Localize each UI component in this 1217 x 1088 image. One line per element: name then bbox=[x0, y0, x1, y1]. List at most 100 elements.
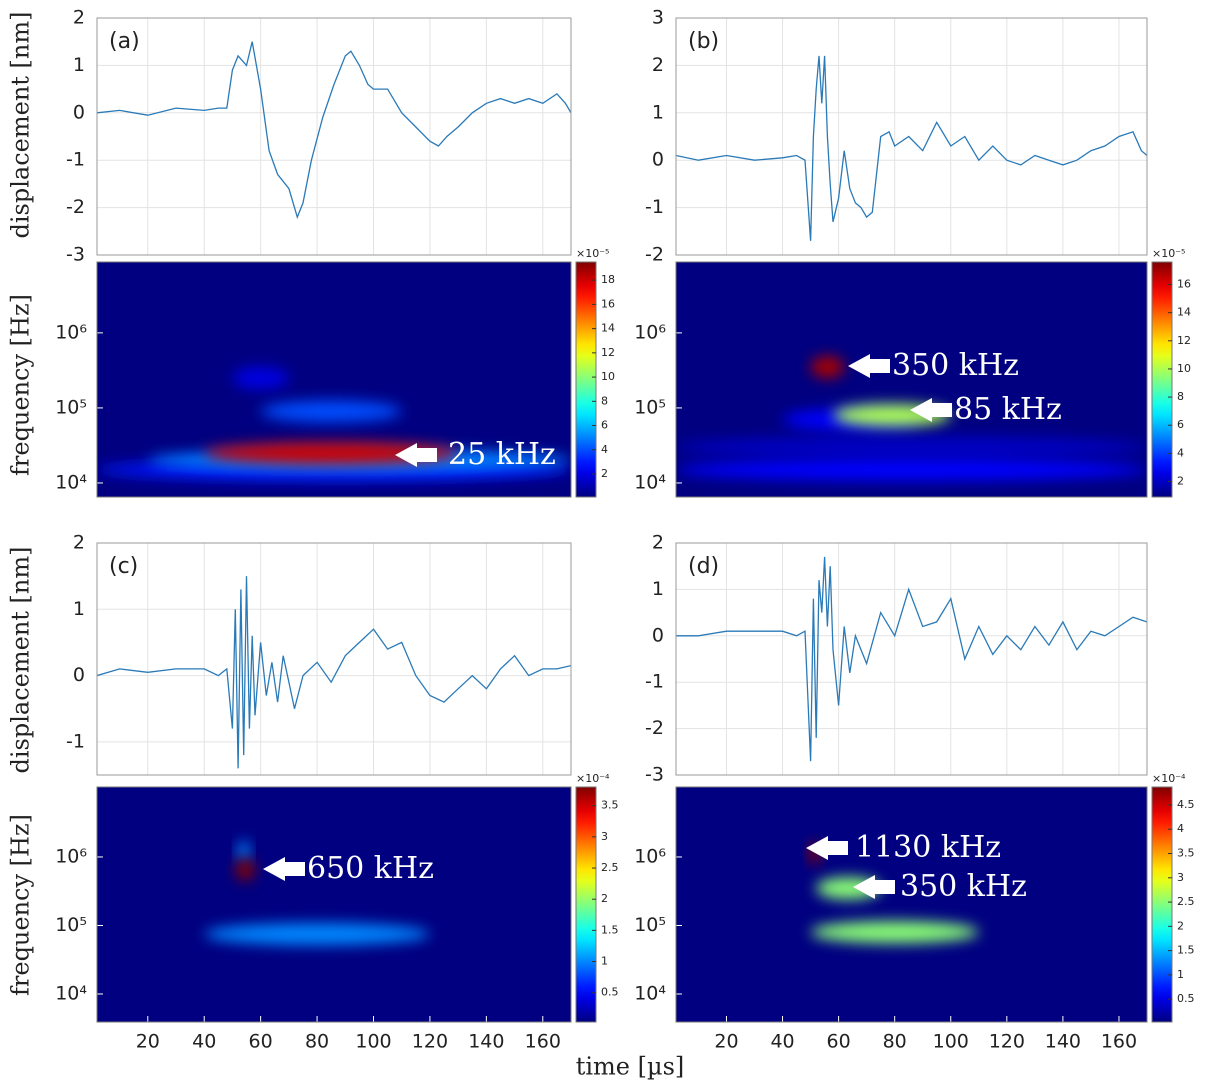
waveform-line bbox=[97, 576, 571, 769]
y-axis-label: displacement [nm] bbox=[7, 12, 35, 239]
energy-blob bbox=[235, 858, 255, 881]
y-tick-label: -1 bbox=[66, 149, 85, 171]
panel-label: (b) bbox=[688, 29, 719, 54]
plot-frame bbox=[675, 261, 1148, 498]
waveform-line bbox=[676, 556, 1147, 762]
annotation: 350 kHz bbox=[900, 869, 1027, 904]
x-tick-label: 160 bbox=[525, 1031, 561, 1053]
energy-blob bbox=[204, 923, 430, 946]
colorbar-tick-label: 12 bbox=[1177, 334, 1191, 347]
colorbar-exponent: ×10⁻⁴ bbox=[1152, 772, 1186, 785]
y-tick-label: 0 bbox=[73, 664, 85, 686]
annotation: 85 kHz bbox=[954, 392, 1062, 427]
annotation-arrow bbox=[395, 443, 437, 467]
colorbar bbox=[1151, 786, 1173, 1023]
colorbar-tick-label: 10 bbox=[1177, 362, 1191, 375]
x-tick-label: 40 bbox=[192, 1031, 216, 1053]
plot-frame bbox=[96, 786, 572, 1023]
y-tick-label: -2 bbox=[66, 196, 85, 218]
colorbar-tick-label: 12 bbox=[601, 346, 615, 359]
y-tick-label: 1 bbox=[652, 578, 664, 600]
plot-frame bbox=[96, 542, 572, 776]
y-tick-label: 10⁵ bbox=[55, 914, 87, 936]
annotation-arrow bbox=[853, 875, 895, 899]
colorbar bbox=[575, 261, 597, 498]
y-tick-label: 10⁴ bbox=[634, 982, 666, 1004]
colorbar-tick-label: 2 bbox=[601, 892, 608, 905]
energy-blob bbox=[232, 367, 289, 390]
colorbar-tick-label: 0.5 bbox=[601, 986, 619, 999]
energy-blob bbox=[204, 442, 459, 465]
plot-frame bbox=[675, 786, 1148, 1023]
y-tick-label: 10⁵ bbox=[634, 396, 666, 418]
plot-frame bbox=[96, 17, 572, 256]
colorbar-tick-label: 14 bbox=[1177, 306, 1191, 319]
colorbar-tick-label: 4 bbox=[601, 443, 608, 456]
x-tick-label: 20 bbox=[136, 1031, 160, 1053]
y-tick-label: -1 bbox=[645, 671, 664, 693]
x-tick-label: 160 bbox=[1101, 1031, 1137, 1053]
y-tick-label: 10⁴ bbox=[55, 471, 87, 493]
colorbar-tick-label: 6 bbox=[1177, 418, 1184, 431]
y-tick-label: 10⁴ bbox=[634, 471, 666, 493]
scalogram-background bbox=[97, 787, 571, 1022]
x-tick-label: 140 bbox=[1045, 1031, 1081, 1053]
annotation: 1130 kHz bbox=[855, 830, 1001, 865]
scalogram-layer bbox=[676, 356, 1147, 481]
colorbar-exponent: ×10⁻⁵ bbox=[576, 247, 609, 260]
panel-label: (d) bbox=[688, 554, 719, 579]
x-tick-label: 80 bbox=[883, 1031, 907, 1053]
y-tick-label: -2 bbox=[645, 244, 664, 266]
x-tick-label: 120 bbox=[412, 1031, 448, 1053]
colorbar bbox=[1151, 261, 1173, 498]
x-axis-label: time [µs] bbox=[576, 1053, 685, 1081]
energy-blob bbox=[810, 921, 979, 944]
x-tick-label: 40 bbox=[770, 1031, 794, 1053]
scalogram-background bbox=[676, 787, 1147, 1022]
y-tick-label: 10⁶ bbox=[634, 321, 666, 343]
x-tick-label: 60 bbox=[827, 1031, 851, 1053]
x-tick-label: 100 bbox=[933, 1031, 969, 1053]
plot-area bbox=[676, 18, 1147, 255]
annotation-arrow bbox=[806, 836, 848, 860]
x-tick-label: 140 bbox=[468, 1031, 504, 1053]
colorbar-tick-label: 10 bbox=[601, 370, 615, 383]
y-tick-label: 2 bbox=[652, 54, 664, 76]
x-tick-label: 120 bbox=[989, 1031, 1025, 1053]
y-axis-label: frequency [Hz] bbox=[7, 294, 35, 476]
scalogram-layer bbox=[97, 367, 571, 481]
annotation: 350 kHz bbox=[892, 348, 1019, 383]
energy-blob bbox=[676, 436, 1147, 459]
energy-blob bbox=[237, 840, 250, 863]
scalogram-layer bbox=[204, 840, 430, 946]
y-tick-label: -1 bbox=[66, 730, 85, 752]
colorbar-tick-label: 3.5 bbox=[601, 799, 619, 812]
colorbar-tick-label: 8 bbox=[601, 394, 608, 407]
colorbar-tick-label: 16 bbox=[601, 297, 615, 310]
y-tick-label: 10⁵ bbox=[55, 396, 87, 418]
y-tick-label: 2 bbox=[652, 532, 664, 554]
colorbar-tick-label: 2 bbox=[601, 467, 608, 480]
y-tick-label: 1 bbox=[73, 598, 85, 620]
plot-frame bbox=[675, 542, 1148, 776]
colorbar bbox=[575, 786, 597, 1023]
x-tick-label: 100 bbox=[355, 1031, 391, 1053]
annotation-arrow bbox=[263, 857, 305, 881]
colorbar-tick-label: 0.5 bbox=[1177, 992, 1195, 1005]
colorbar-tick-label: 4 bbox=[1177, 446, 1184, 459]
waveform-line bbox=[97, 41, 571, 220]
x-tick-label: 20 bbox=[714, 1031, 738, 1053]
y-tick-label: 2 bbox=[73, 532, 85, 554]
plot-area bbox=[97, 18, 571, 255]
annotation: 25 kHz bbox=[448, 437, 556, 472]
colorbar-tick-label: 1.5 bbox=[601, 923, 619, 936]
y-tick-label: 10⁴ bbox=[55, 982, 87, 1004]
annotation-arrow bbox=[848, 354, 890, 378]
y-tick-label: 3 bbox=[652, 7, 664, 29]
y-tick-label: -3 bbox=[645, 764, 664, 786]
colorbar-tick-label: 16 bbox=[1177, 278, 1191, 291]
colorbar-tick-label: 4.5 bbox=[1177, 798, 1195, 811]
y-tick-label: 10⁶ bbox=[634, 845, 666, 867]
y-tick-label: 0 bbox=[652, 624, 664, 646]
colorbar-tick-label: 1 bbox=[601, 955, 608, 968]
